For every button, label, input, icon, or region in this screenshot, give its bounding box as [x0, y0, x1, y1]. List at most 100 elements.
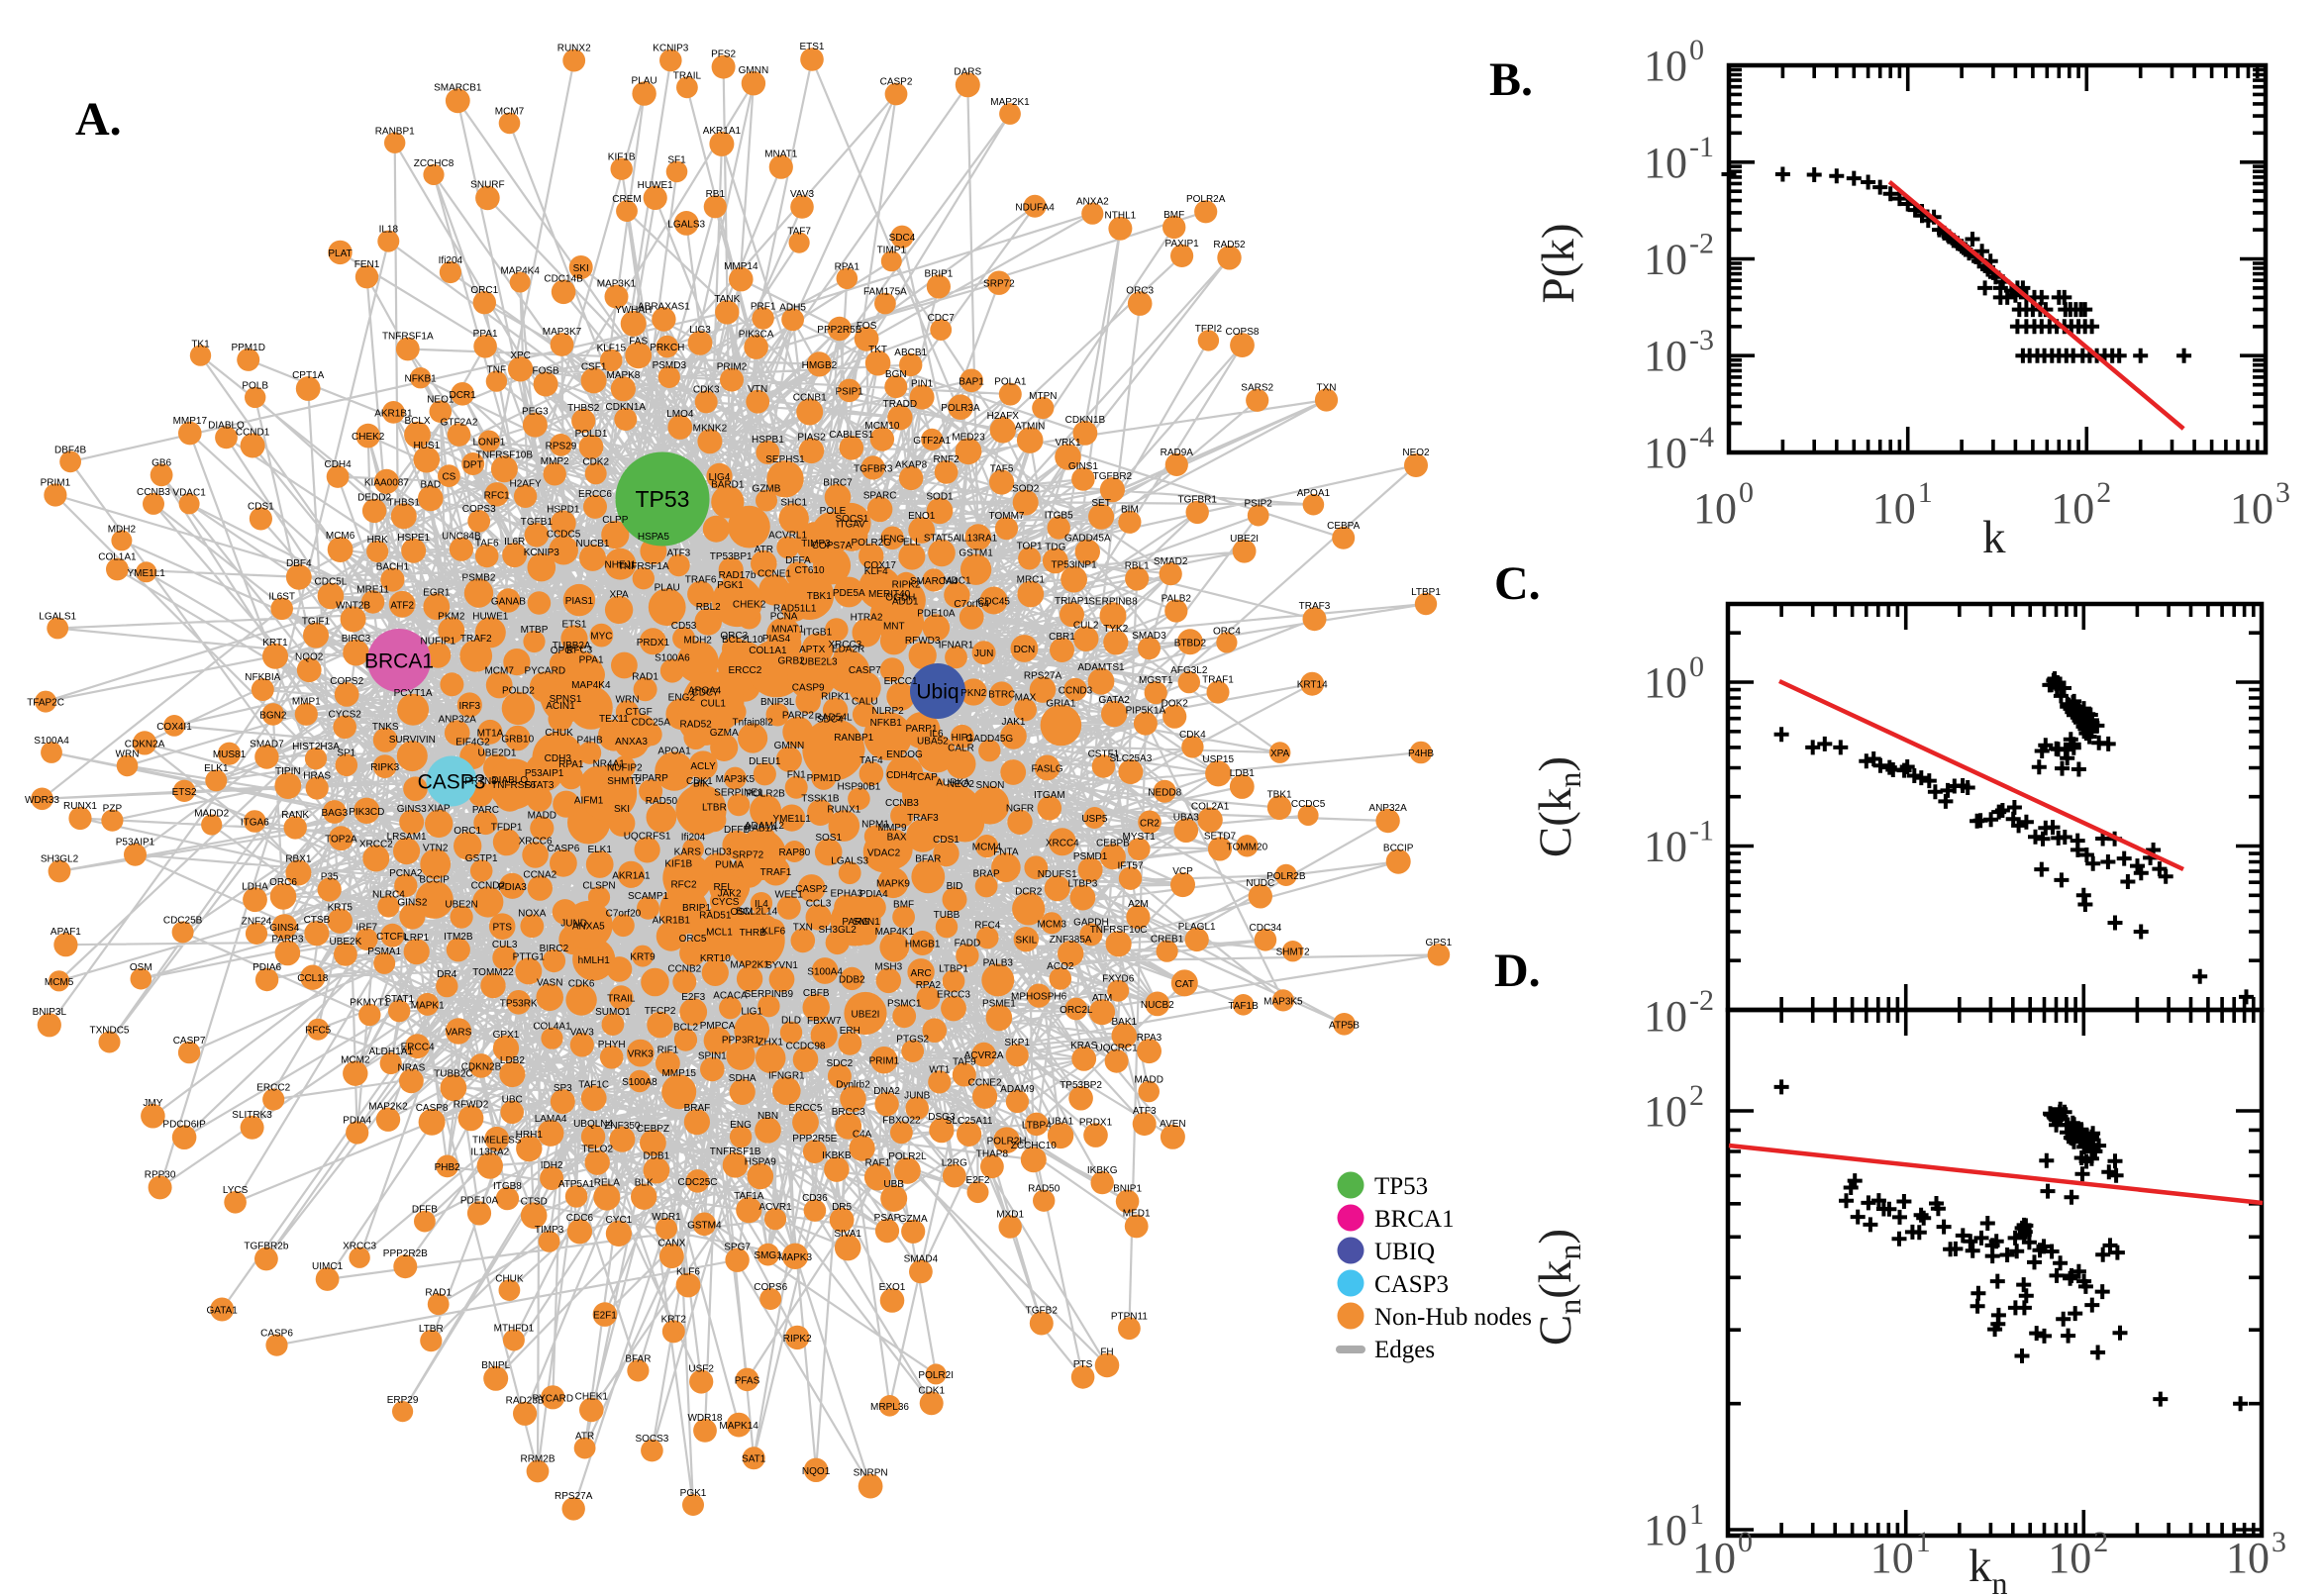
svg-text:IKBKB: IKBKB: [822, 1150, 852, 1161]
svg-text:COL1A1: COL1A1: [98, 552, 137, 563]
svg-text:ORC2L: ORC2L: [1060, 1005, 1093, 1016]
svg-text:10: 10: [1644, 42, 1687, 90]
svg-text:C4A: C4A: [853, 1130, 872, 1141]
svg-text:SOD2: SOD2: [1012, 483, 1040, 494]
svg-text:TRAF1: TRAF1: [760, 867, 792, 878]
svg-text:DBF4: DBF4: [286, 558, 312, 569]
svg-text:GATA1: GATA1: [207, 1306, 239, 1317]
svg-text:HTRA2: HTRA2: [851, 613, 883, 624]
svg-text:BMF: BMF: [893, 900, 914, 911]
svg-text:BRAF: BRAF: [684, 1103, 711, 1114]
svg-text:VAV3: VAV3: [570, 1027, 595, 1038]
svg-text:CCNB2: CCNB2: [667, 964, 701, 975]
svg-text:RAD52: RAD52: [679, 720, 712, 731]
svg-text:POLA1: POLA1: [994, 377, 1027, 388]
svg-text:YWHAH: YWHAH: [615, 305, 652, 316]
svg-text:TAF1C: TAF1C: [578, 1079, 609, 1090]
svg-text:CCND1: CCND1: [236, 428, 270, 439]
svg-text:IFNAR1: IFNAR1: [939, 641, 974, 651]
svg-text:RPS27A: RPS27A: [555, 1491, 593, 1502]
svg-text:A.: A.: [75, 93, 122, 146]
svg-text:WT1: WT1: [929, 1064, 951, 1075]
svg-text:RFC2: RFC2: [670, 880, 697, 891]
svg-text:SPG7: SPG7: [724, 1243, 751, 1253]
svg-text:BCL2L14: BCL2L14: [736, 906, 777, 917]
svg-text:CEBPZ: CEBPZ: [637, 1124, 669, 1135]
svg-text:ERCC1: ERCC1: [884, 676, 918, 687]
svg-text:H2AFY: H2AFY: [509, 479, 542, 490]
svg-text:CDC25C: CDC25C: [677, 1177, 717, 1188]
svg-text:COX17: COX17: [863, 560, 896, 571]
svg-text:IDH2: IDH2: [541, 1160, 563, 1171]
svg-text:GPS1: GPS1: [1426, 938, 1453, 948]
svg-text:NUFIP2: NUFIP2: [607, 762, 643, 773]
svg-text:VARS: VARS: [446, 1028, 472, 1039]
svg-text:LTBP3: LTBP3: [1067, 879, 1097, 890]
svg-text:UBE2K: UBE2K: [330, 937, 362, 948]
svg-text:KIF1B: KIF1B: [664, 858, 692, 869]
svg-text:MED23: MED23: [952, 433, 985, 444]
svg-text:MERIT40: MERIT40: [868, 589, 911, 600]
svg-text:ATP5A1: ATP5A1: [558, 1179, 595, 1190]
svg-text:CREM: CREM: [612, 194, 641, 205]
svg-text:MPHOSPH6: MPHOSPH6: [1011, 992, 1067, 1003]
svg-text:TRAF6: TRAF6: [685, 575, 717, 586]
svg-text:TP53RK: TP53RK: [500, 998, 538, 1009]
svg-text:CASP9: CASP9: [792, 682, 825, 693]
svg-text:MXD1: MXD1: [996, 1209, 1024, 1220]
svg-text:SOCS3: SOCS3: [635, 1434, 668, 1445]
svg-text:BRIP1: BRIP1: [682, 903, 711, 914]
svg-text:CSTF1: CSTF1: [1088, 748, 1120, 759]
svg-text:STAT5A: STAT5A: [924, 534, 960, 545]
svg-text:TXN: TXN: [793, 923, 813, 934]
svg-text:CALR: CALR: [948, 744, 974, 754]
svg-text:IL4: IL4: [755, 899, 768, 910]
svg-text:NUCB1: NUCB1: [576, 539, 610, 549]
svg-text:CDKN2B: CDKN2B: [461, 1061, 502, 1072]
svg-text:BIM: BIM: [1121, 505, 1139, 516]
svg-text:Cn(kn): Cn(kn): [1530, 1229, 1587, 1346]
svg-text:MTBP: MTBP: [521, 625, 549, 636]
svg-text:CASP6: CASP6: [260, 1328, 293, 1339]
svg-text:PALB2: PALB2: [1162, 593, 1192, 604]
svg-text:WRN: WRN: [616, 694, 640, 705]
svg-text:DARS: DARS: [954, 66, 981, 77]
svg-text:MT1A: MT1A: [477, 728, 504, 739]
svg-text:S100A6: S100A6: [655, 652, 690, 663]
svg-text:PPP3R1: PPP3R1: [722, 1036, 760, 1047]
svg-text:-3: -3: [1689, 324, 1714, 356]
svg-text:TGFBR2b: TGFBR2b: [244, 1242, 288, 1252]
svg-text:RAB1A: RAB1A: [745, 824, 777, 835]
svg-text:TNFRSF1A: TNFRSF1A: [382, 332, 434, 343]
svg-text:GB6: GB6: [152, 457, 171, 468]
svg-text:BCL2L10: BCL2L10: [722, 635, 763, 646]
svg-text:TOMM20: TOMM20: [1227, 842, 1268, 852]
svg-text:MAP3K1: MAP3K1: [597, 279, 637, 290]
svg-text:SMN1: SMN1: [853, 917, 880, 928]
svg-text:PEG3: PEG3: [522, 407, 549, 418]
svg-text:ETS1: ETS1: [561, 619, 586, 630]
svg-text:CUL2: CUL2: [1073, 620, 1099, 631]
svg-text:GZMB: GZMB: [753, 484, 781, 495]
svg-text:CHUK: CHUK: [495, 1273, 524, 1284]
svg-text:EDA2R: EDA2R: [832, 645, 864, 655]
svg-text:BFAR: BFAR: [915, 854, 941, 865]
svg-text:DBF4B: DBF4B: [54, 446, 87, 456]
svg-text:TRAIL: TRAIL: [673, 70, 702, 81]
svg-text:CCND3: CCND3: [1059, 685, 1093, 696]
svg-text:GADD45G: GADD45G: [965, 734, 1013, 745]
svg-text:RB1: RB1: [706, 189, 726, 200]
svg-text:ERH: ERH: [840, 1026, 860, 1037]
svg-text:BGN: BGN: [885, 369, 907, 380]
svg-text:XRCC4: XRCC4: [1046, 838, 1079, 848]
svg-text:DR4: DR4: [437, 969, 456, 980]
svg-text:RAD9A: RAD9A: [1161, 448, 1194, 458]
svg-text:ORC5: ORC5: [679, 934, 707, 945]
svg-text:NLRP2: NLRP2: [871, 706, 904, 717]
svg-text:FN1: FN1: [787, 770, 806, 781]
svg-text:MAP2K2: MAP2K2: [368, 1101, 408, 1112]
svg-text:CALU: CALU: [852, 697, 878, 708]
svg-text:LIG3: LIG3: [689, 325, 711, 336]
svg-text:KCNIP3: KCNIP3: [653, 44, 689, 54]
svg-text:HUS1: HUS1: [413, 441, 440, 451]
